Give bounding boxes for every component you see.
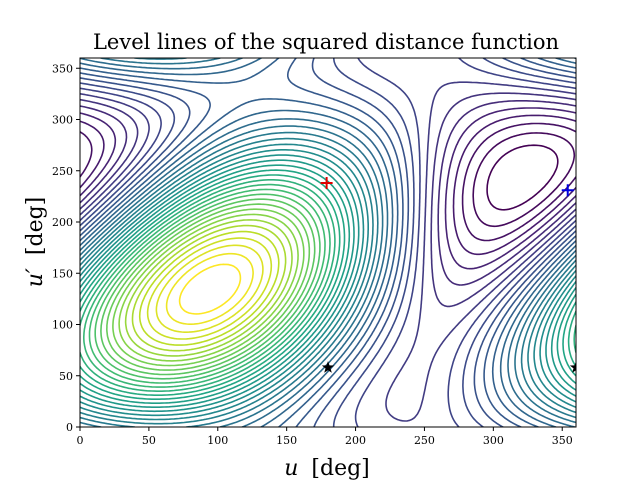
y-axis-label: u′ [deg] (23, 197, 48, 288)
x-axis-ticks: 0 50 100 150 200 250 300 350 (77, 427, 573, 447)
x-tick-label: 100 (207, 434, 228, 447)
svg-text:u [deg]: u [deg] (284, 456, 370, 480)
contour-level-line (80, 114, 576, 256)
contour-level-line (80, 143, 576, 421)
x-axis-label-var: u (284, 456, 298, 480)
contour-level-line (80, 174, 576, 396)
contour-level-line (118, 213, 299, 362)
contour-level-line (124, 219, 293, 357)
contour-level-line (146, 237, 273, 340)
contour-level-line (80, 58, 576, 427)
svg-text:u′ [deg]: u′ [deg] (23, 197, 48, 288)
contour-level-line (472, 132, 576, 228)
y-tick-label: 350 (52, 62, 73, 75)
y-tick-label: 100 (52, 319, 73, 332)
contour-level-line (80, 92, 576, 308)
contour-level-line (112, 208, 305, 367)
contour-level-line (80, 179, 576, 392)
contour-level-line (83, 183, 331, 388)
x-tick-label: 300 (483, 434, 504, 447)
contour-level-line (80, 159, 576, 408)
markers (320, 177, 576, 373)
x-tick-label: 200 (345, 434, 366, 447)
minimum-marker (561, 184, 574, 197)
contour-level-line (80, 154, 576, 413)
contour-level-line (80, 58, 576, 427)
x-tick-label: 50 (142, 434, 156, 447)
y-axis-label-unit: [deg] (23, 197, 48, 255)
contour-level-line (80, 100, 576, 286)
contour-level-line (486, 144, 559, 211)
contour-level-line (100, 198, 316, 376)
contour-level-line (80, 107, 576, 270)
contour-level-line (138, 230, 280, 346)
contour-level-line (165, 252, 254, 325)
contour-level-line (80, 58, 576, 427)
contour-level-line (106, 203, 311, 371)
x-tick-label: 250 (414, 434, 435, 447)
maximum-marker (320, 177, 333, 190)
y-axis-label-var: u′ (23, 268, 48, 287)
contour-level-line (80, 58, 576, 427)
x-tick-label: 350 (552, 434, 573, 447)
contour-level-line (80, 58, 576, 427)
y-tick-label: 50 (59, 370, 73, 383)
saddle-marker (569, 361, 576, 373)
chart-title: Level lines of the squared distance func… (93, 30, 559, 54)
y-tick-label: 200 (52, 216, 73, 229)
saddle-marker (321, 361, 335, 373)
contour-level-line (80, 58, 576, 427)
contour-level-line (80, 81, 576, 422)
x-tick-label: 0 (77, 434, 84, 447)
contour-level-line (80, 58, 576, 427)
contour-level-line (94, 193, 321, 380)
contour-level-line (131, 224, 287, 352)
y-tick-label: 300 (52, 114, 73, 127)
contour-level-line (155, 244, 264, 333)
contour-level-line (178, 263, 242, 315)
y-axis-ticks: 0 50 100 150 200 250 300 350 (52, 62, 80, 434)
contour-level-line (80, 58, 576, 427)
contour-level-line (80, 164, 576, 404)
contour-level-line (80, 149, 576, 417)
plot-frame (79, 57, 577, 428)
x-tick-label: 150 (276, 434, 297, 447)
contour-level-line (88, 188, 326, 384)
x-axis-label-unit: [deg] (311, 456, 369, 480)
x-axis-label: u [deg] (284, 456, 370, 480)
y-tick-label: 0 (66, 421, 73, 434)
contour-lines (80, 58, 576, 427)
y-tick-label: 250 (52, 165, 73, 178)
y-tick-label: 150 (52, 267, 73, 280)
